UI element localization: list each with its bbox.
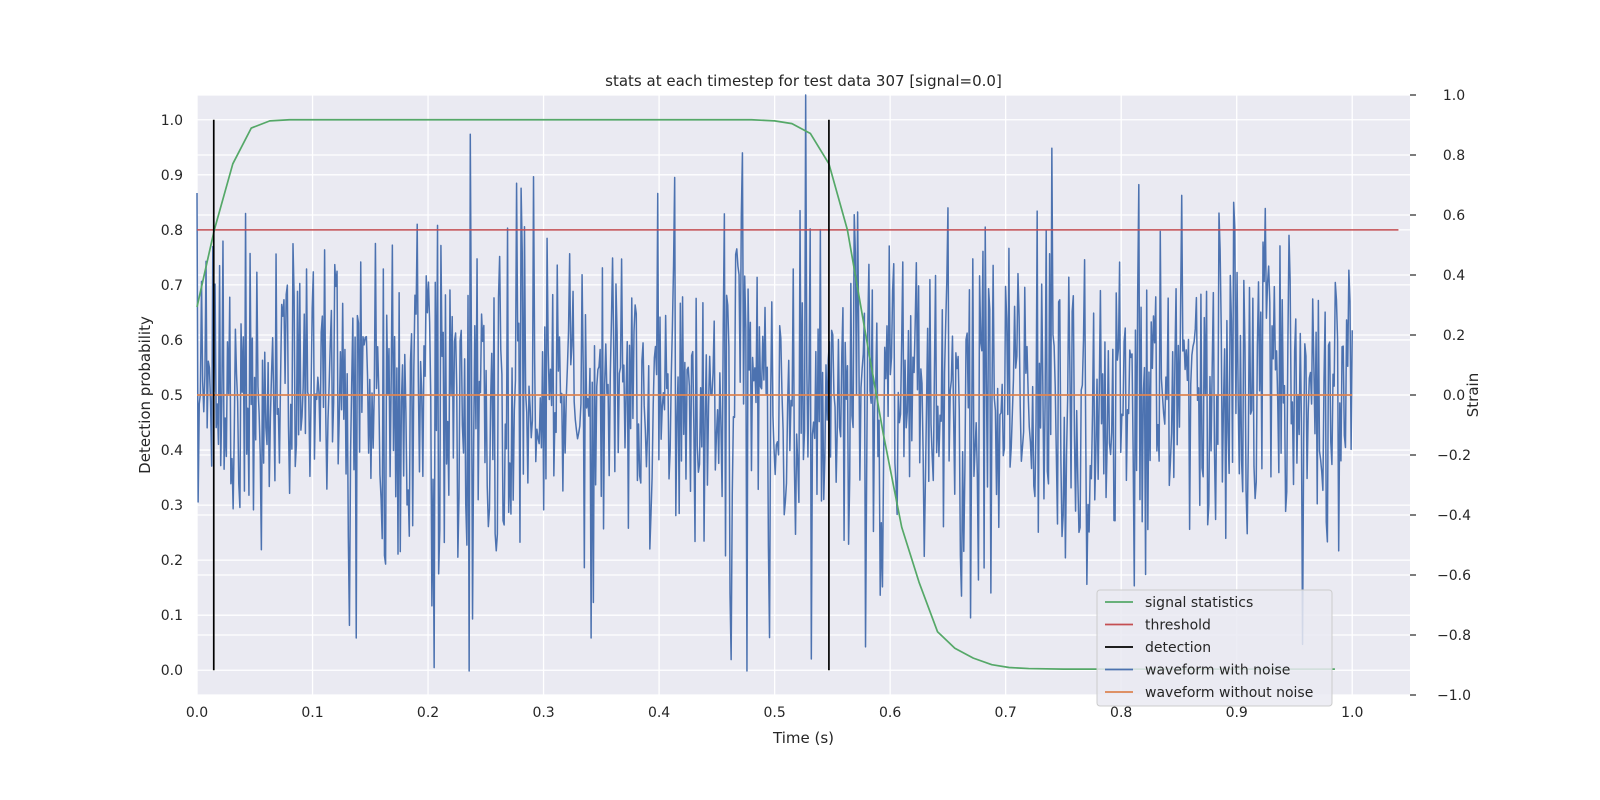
y-right-tick-label: 0.8 xyxy=(1443,148,1465,164)
y-right-tick-label: −0.4 xyxy=(1437,508,1471,524)
legend: signal statistics threshold detection wavef… xyxy=(1096,589,1333,707)
y-right-tick-label: −0.6 xyxy=(1437,568,1471,584)
y-right-tick-label: 0.2 xyxy=(1443,328,1465,344)
series-waveform-with-noise xyxy=(196,94,1353,672)
y-left-tick-label: 0.7 xyxy=(161,278,183,294)
y-left-tick-label: 0.9 xyxy=(161,168,183,184)
y-left-tick-label: 0.5 xyxy=(161,388,183,404)
x-tick-label: 0.7 xyxy=(995,705,1017,721)
x-tick-label: 0.9 xyxy=(1226,705,1248,721)
y-right-tick-label: 0.6 xyxy=(1443,208,1465,224)
legend-label: threshold xyxy=(1145,618,1211,634)
legend-label: waveform with noise xyxy=(1145,663,1290,679)
series-signal-statistics xyxy=(196,118,1335,670)
y-right-tick-label: −0.2 xyxy=(1437,448,1471,464)
x-tick-label: 0.6 xyxy=(879,705,901,721)
x-tick-label: 1.0 xyxy=(1341,705,1363,721)
y-right-tick-label: 0.0 xyxy=(1443,388,1465,404)
y-left-tick-label: 0.2 xyxy=(161,553,183,569)
chart-title: stats at each timestep for test data 307… xyxy=(605,72,1002,90)
legend-box xyxy=(1096,589,1333,707)
y-left-tick-label: 0.3 xyxy=(161,498,183,514)
y-left-tick-label: 0.1 xyxy=(161,608,183,624)
y-right-tick-label: −0.8 xyxy=(1437,628,1471,644)
y-left-tick-label: 0.6 xyxy=(161,333,183,349)
y-axis-left-label: Detection probability xyxy=(136,316,154,474)
x-tick-label: 0.4 xyxy=(648,705,670,721)
x-tick-label: 0.1 xyxy=(301,705,323,721)
y-left-tick-label: 0.8 xyxy=(161,223,183,239)
y-right-tick-label: 0.4 xyxy=(1443,268,1465,284)
y-axis-right-label: Strain xyxy=(1464,373,1482,417)
y-right-tick-label: −1.0 xyxy=(1437,688,1471,704)
y-right-tick-label: 1.0 xyxy=(1443,88,1465,104)
y-left-tick-label: 0.0 xyxy=(161,663,183,679)
legend-label: waveform without noise xyxy=(1145,685,1313,701)
x-tick-label: 0.3 xyxy=(532,705,554,721)
x-axis-label: Time (s) xyxy=(772,729,834,747)
x-tick-label: 0.8 xyxy=(1110,705,1132,721)
x-tick-label: 0.5 xyxy=(763,705,785,721)
ticks-layer: 0.0 0.1 0.2 0.3 0.4 0.5 0.6 0.7 0.8 0.9 1.0 0.0 0.1 0… xyxy=(161,88,1471,721)
legend-label: signal statistics xyxy=(1145,595,1253,611)
x-tick-label: 0.2 xyxy=(417,705,439,721)
y-left-tick-label: 1.0 xyxy=(161,113,183,129)
x-tick-label: 0.0 xyxy=(186,705,208,721)
series-layer xyxy=(196,94,1399,672)
legend-label: detection xyxy=(1145,640,1211,656)
y-left-tick-label: 0.4 xyxy=(161,443,183,459)
